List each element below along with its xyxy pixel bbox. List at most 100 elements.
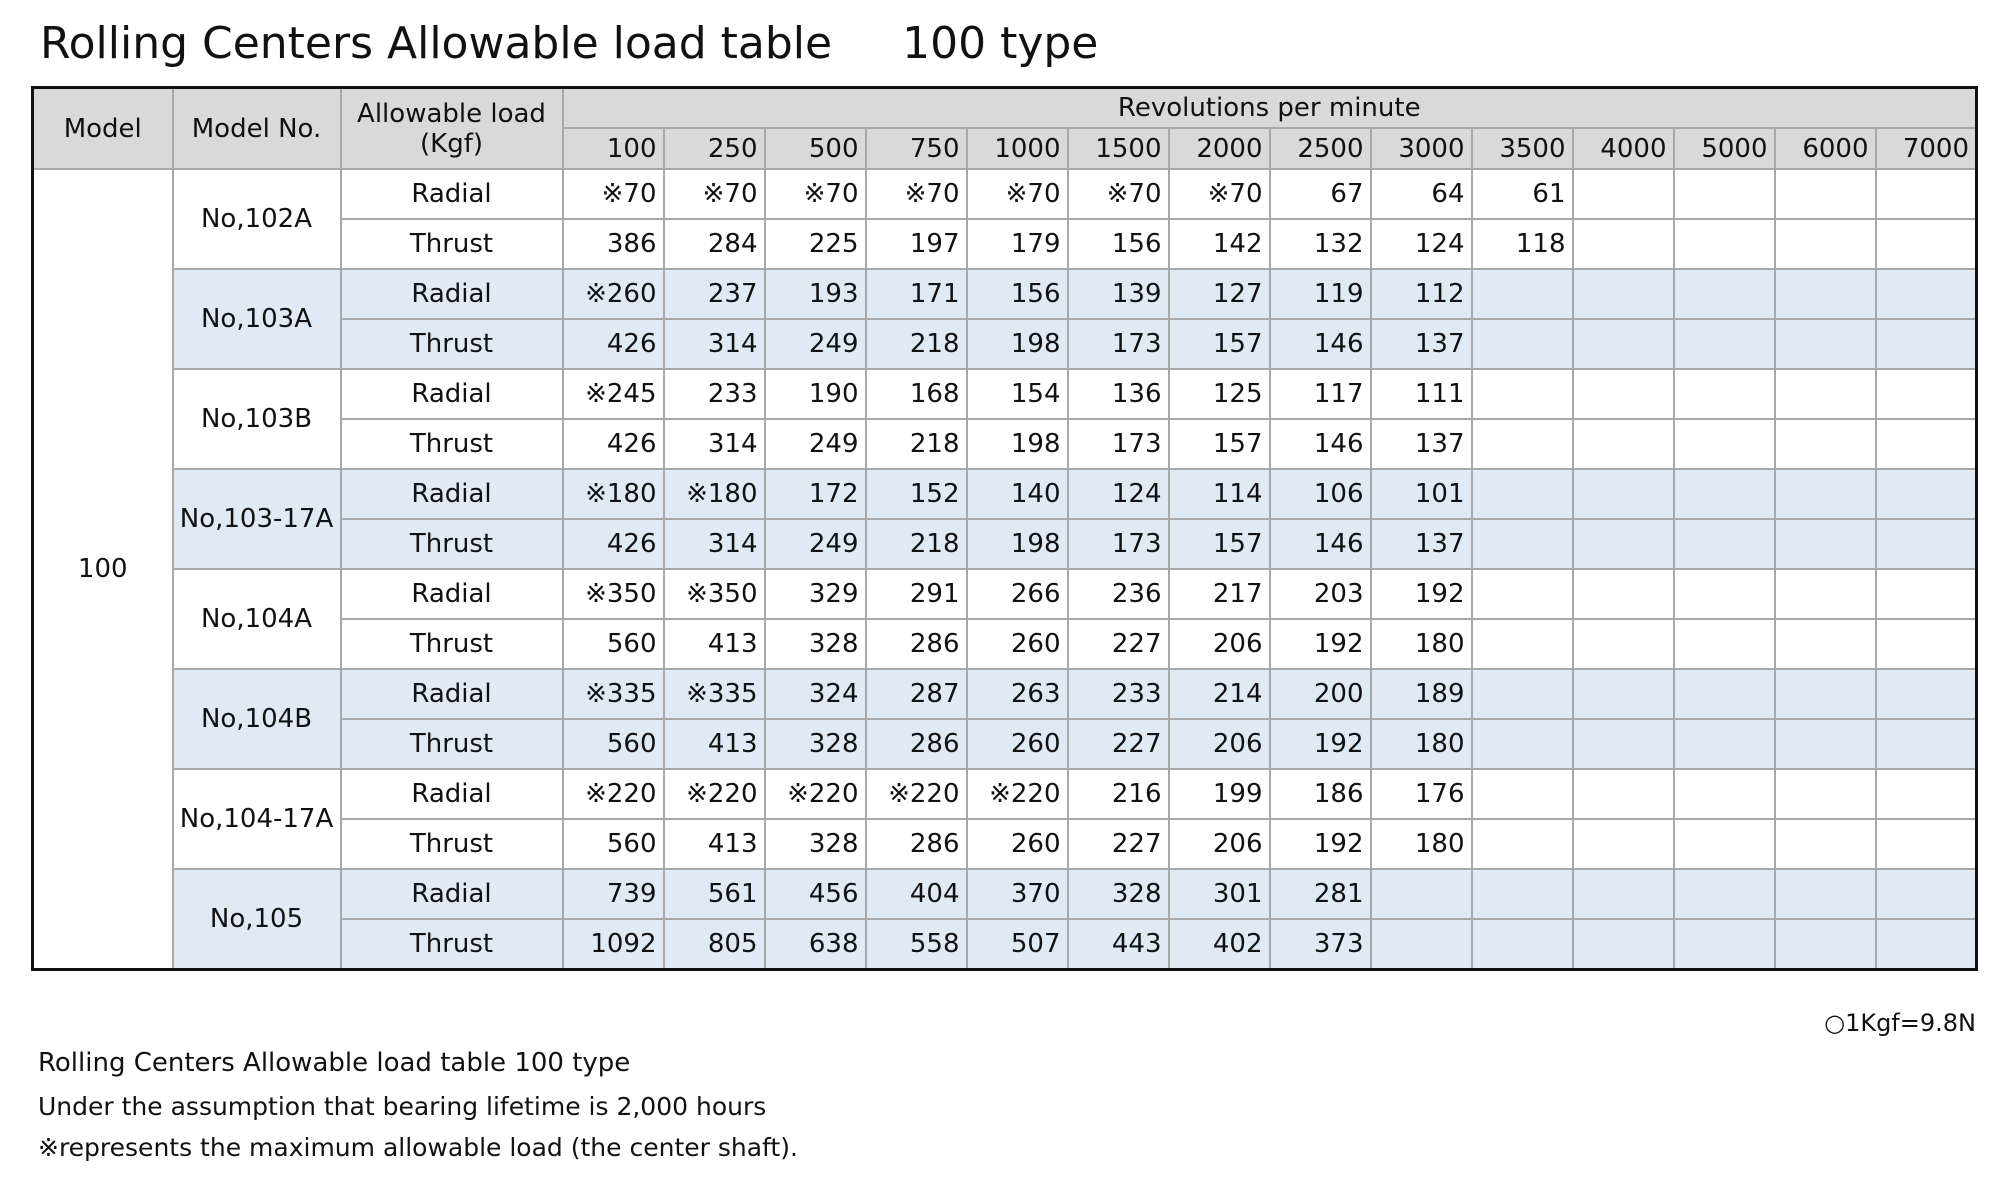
value-cell: 286: [864, 818, 968, 870]
value-cell: 328: [763, 718, 867, 770]
value-cell: 199: [1167, 768, 1271, 820]
value-cell: 190: [763, 368, 867, 420]
value-cell: 206: [1167, 618, 1271, 670]
value-cell: 156: [965, 268, 1069, 320]
title: Rolling Centers Allowable load table 100 …: [40, 18, 1098, 69]
value-cell: 805: [662, 918, 766, 971]
value-cell: ※70: [965, 168, 1069, 220]
value-cell: 281: [1268, 868, 1372, 920]
empty-cell: [1672, 718, 1776, 770]
empty-cell: [1672, 318, 1776, 370]
empty-cell: [1773, 518, 1877, 570]
value-cell: 301: [1167, 868, 1271, 920]
empty-cell: [1874, 318, 1978, 370]
value-cell: ※220: [561, 768, 665, 820]
empty-cell: [1672, 868, 1776, 920]
value-cell: 233: [1066, 668, 1170, 720]
value-cell: 227: [1066, 718, 1170, 770]
body-row: Thrust 1092 805 638 558 507 443 402 373: [33, 918, 1978, 971]
model-no-cell: No,104-17A: [171, 768, 342, 870]
footer-title: Rolling Centers Allowable load table 100…: [38, 1048, 631, 1078]
header-load-line: (Kgf): [420, 128, 483, 159]
value-cell: 373: [1268, 918, 1372, 971]
value-cell: 136: [1066, 368, 1170, 420]
value-cell: 137: [1369, 418, 1473, 470]
empty-cell: [1773, 918, 1877, 971]
header-load: Allowable load (Kgf): [339, 86, 564, 170]
empty-cell: [1470, 268, 1574, 320]
value-cell: 266: [965, 568, 1069, 620]
empty-cell: [1672, 268, 1776, 320]
empty-cell: [1571, 868, 1675, 920]
value-cell: 156: [1066, 218, 1170, 270]
empty-cell: [1773, 568, 1877, 620]
value-cell: 127: [1167, 268, 1271, 320]
empty-cell: [1874, 918, 1978, 971]
value-cell: 426: [561, 318, 665, 370]
value-cell: 739: [561, 868, 665, 920]
empty-cell: [1470, 418, 1574, 470]
empty-cell: [1874, 218, 1978, 270]
table-head: Model Model No. Allowable load (Kgf) Revolut…: [31, 86, 1978, 170]
load-type-cell: Thrust: [339, 318, 564, 370]
value-cell: 236: [1066, 568, 1170, 620]
empty-cell: [1672, 518, 1776, 570]
load-type-cell: Radial: [339, 368, 564, 420]
value-cell: 284: [662, 218, 766, 270]
model-no-cell: No,103B: [171, 368, 342, 470]
body-row: No,104B Radial ※335 ※335 324 287 263 233 214 200 1…: [33, 668, 1978, 770]
value-cell: 186: [1268, 768, 1372, 820]
empty-cell: [1672, 168, 1776, 220]
header-load-line: Allowable load: [357, 98, 546, 129]
value-cell: 124: [1369, 218, 1473, 270]
value-cell: ※180: [561, 468, 665, 520]
load-type-cell: Thrust: [339, 918, 564, 971]
value-cell: 638: [763, 918, 867, 971]
value-cell: 137: [1369, 518, 1473, 570]
value-cell: 192: [1268, 718, 1372, 770]
empty-cell: [1672, 418, 1776, 470]
model-no-cell: No,105: [171, 868, 342, 971]
value-cell: 214: [1167, 668, 1271, 720]
load-type-cell: Thrust: [339, 718, 564, 770]
body-row: No,103B Radial ※245 233 190 168 154 136 125 117 11…: [33, 368, 1978, 470]
value-cell: 152: [864, 468, 968, 520]
value-cell: ※335: [561, 668, 665, 720]
empty-cell: [1369, 918, 1473, 971]
empty-cell: [1571, 318, 1675, 370]
empty-cell: [1672, 668, 1776, 720]
value-cell: 260: [965, 618, 1069, 670]
table-body: 100 No,102A Radial ※70 ※70 ※70 ※70 ※70 ※70 ※70 67 6…: [31, 168, 1978, 971]
value-cell: 192: [1369, 568, 1473, 620]
value-cell: 287: [864, 668, 968, 720]
value-cell: ※70: [662, 168, 766, 220]
empty-cell: [1874, 468, 1978, 520]
empty-cell: [1773, 318, 1877, 370]
load-type-cell: Thrust: [339, 418, 564, 470]
value-cell: 173: [1066, 318, 1170, 370]
value-cell: 218: [864, 318, 968, 370]
title-type: 100 type: [902, 18, 1099, 69]
empty-cell: [1874, 568, 1978, 620]
value-cell: 61: [1470, 168, 1574, 220]
empty-cell: [1470, 918, 1574, 971]
value-cell: 286: [864, 718, 968, 770]
load-table: Model Model No. Allowable load (Kgf) Revolut…: [31, 86, 1978, 971]
empty-cell: [1773, 268, 1877, 320]
value-cell: 560: [561, 618, 665, 670]
header-rpm: 250: [662, 127, 766, 170]
value-cell: 192: [1268, 618, 1372, 670]
value-cell: 118: [1470, 218, 1574, 270]
load-type-cell: Thrust: [339, 518, 564, 570]
value-cell: 137: [1369, 318, 1473, 370]
value-cell: 314: [662, 518, 766, 570]
value-cell: 173: [1066, 418, 1170, 470]
empty-cell: [1773, 718, 1877, 770]
model-no-cell: No,104B: [171, 668, 342, 770]
value-cell: 386: [561, 218, 665, 270]
empty-cell: [1470, 668, 1574, 720]
value-cell: ※70: [763, 168, 867, 220]
load-type-cell: Radial: [339, 168, 564, 220]
value-cell: 180: [1369, 718, 1473, 770]
